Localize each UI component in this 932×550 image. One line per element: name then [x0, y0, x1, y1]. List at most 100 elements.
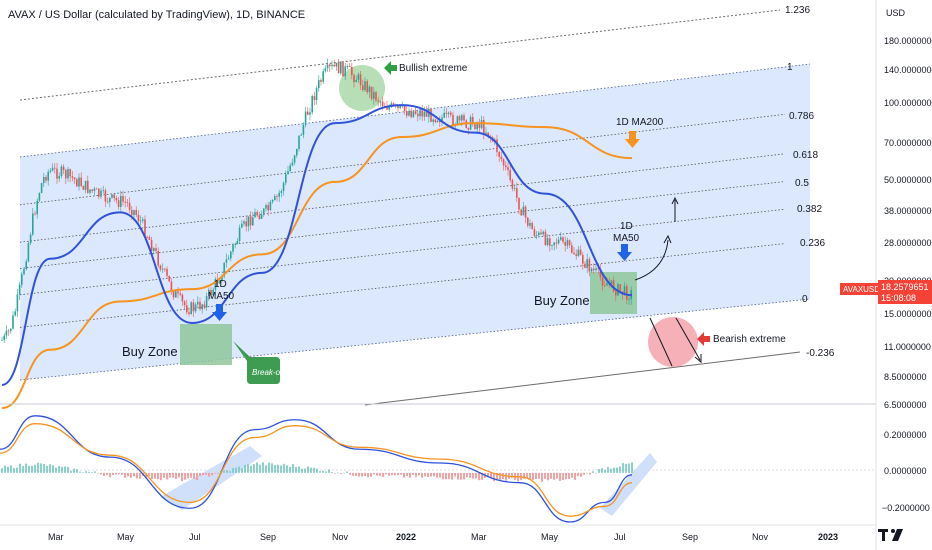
candle [236, 240, 239, 244]
candle [175, 291, 177, 298]
candle [342, 61, 344, 77]
histogram-bar [217, 472, 219, 474]
fib-label-1: 1 [787, 62, 793, 73]
projection-up-arrowhead [671, 196, 679, 205]
histogram-bar [229, 470, 231, 473]
histogram-bar [193, 472, 195, 480]
histogram-bar [343, 472, 345, 474]
candle [1, 339, 3, 341]
candle [10, 328, 12, 332]
candle [302, 124, 305, 135]
histogram-bar [373, 472, 375, 475]
candle [146, 236, 148, 238]
candle [186, 305, 188, 313]
candle [311, 96, 313, 113]
candle [406, 110, 408, 116]
time-tick: Mar [471, 532, 487, 542]
histogram-bar [301, 468, 303, 473]
histogram-bar [97, 472, 99, 474]
candle [278, 192, 280, 197]
histogram-bar [529, 472, 531, 480]
histogram-bar [451, 472, 453, 480]
tradingview-logo-icon[interactable] [876, 526, 922, 544]
candle [177, 291, 179, 294]
histogram-bar [499, 472, 501, 480]
chart-title: AVAX / US Dollar (calculated by TradingV… [8, 9, 306, 21]
candle [62, 166, 65, 171]
histogram-bar [244, 464, 246, 473]
candle [516, 188, 518, 198]
fib-label-0-382: 0.382 [797, 204, 822, 215]
projection-curve-arrowhead [663, 234, 672, 244]
candle [456, 116, 459, 125]
histogram-bar [388, 472, 390, 476]
candle [271, 199, 274, 202]
candle [520, 209, 522, 216]
candle [276, 196, 278, 198]
histogram-bar [361, 472, 363, 477]
candle [102, 190, 104, 192]
candle [474, 124, 476, 130]
histogram-bar [370, 472, 372, 477]
candle [18, 284, 21, 295]
candle [205, 295, 208, 308]
histogram-bar [562, 472, 564, 481]
histogram-bar [79, 471, 81, 473]
histogram-bar [247, 464, 249, 473]
candle [285, 174, 287, 183]
candle [117, 200, 120, 207]
histogram-bar [181, 472, 183, 482]
histogram-bar [124, 472, 126, 478]
candle [267, 205, 269, 211]
price-axis-ticks[interactable]: 180.0000000 140.0000000 100.0000000 70.0… [884, 36, 932, 410]
histogram-bar [139, 472, 141, 479]
candle [73, 177, 76, 180]
histogram-bar [532, 472, 534, 481]
candle [381, 101, 384, 107]
candle [619, 284, 621, 292]
candle [535, 235, 538, 236]
histogram-bar [538, 472, 540, 479]
candle [417, 113, 419, 117]
histogram-bar [1, 468, 3, 473]
histogram-bar [460, 472, 462, 480]
histogram-bar [523, 472, 525, 479]
candle [148, 237, 151, 240]
histogram-bar [619, 466, 621, 473]
histogram-bar [553, 472, 555, 480]
candle [476, 123, 478, 130]
candle [287, 171, 289, 175]
time-axis-ticks[interactable]: Mar May Jul Sep Nov 2022 Mar May Jul Sep… [48, 532, 838, 542]
histogram-bar [439, 472, 441, 478]
bearish-arrow-line-2 [675, 317, 701, 361]
histogram-bar [7, 466, 9, 473]
candle [183, 301, 186, 306]
price-candles [1, 58, 632, 343]
candle [291, 162, 294, 166]
candle [263, 208, 265, 215]
histogram-bar [442, 472, 444, 480]
histogram-bar [445, 472, 447, 480]
candle [243, 221, 245, 224]
candle [601, 277, 604, 286]
fib-line [19, 153, 786, 243]
ma200-label: 1D MA200 [616, 117, 664, 128]
histogram-bar [268, 462, 270, 473]
histogram-bar [118, 472, 120, 475]
candle [463, 115, 465, 121]
histogram-bar [406, 472, 408, 477]
ma50-right-label-1: 1D [620, 221, 633, 232]
fib-labels: 1.236 1 0.786 0.618 0.5 0.382 0.236 0 -0… [785, 5, 835, 359]
candle [227, 258, 230, 260]
histogram-bar [610, 468, 612, 473]
candle [549, 238, 551, 246]
macd-line [0, 415, 633, 523]
candle [322, 71, 324, 82]
candle [82, 186, 85, 190]
projection-curve-arrow [634, 239, 669, 281]
histogram-bar [115, 472, 117, 475]
candle [375, 92, 377, 101]
candle [568, 240, 571, 246]
histogram-bar [232, 467, 234, 473]
